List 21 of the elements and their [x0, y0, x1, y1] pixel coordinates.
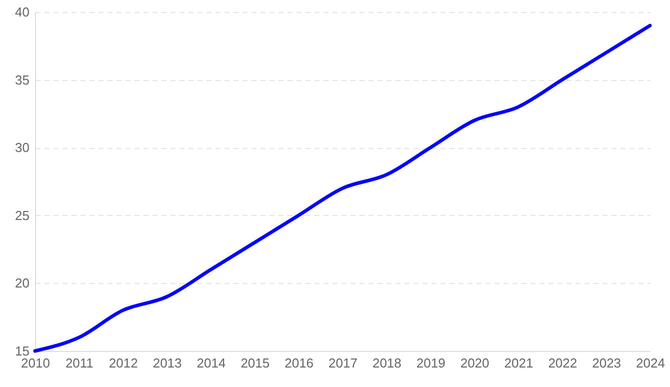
x-tick-label: 2021 — [504, 356, 534, 370]
x-tick-label: 2020 — [460, 356, 490, 370]
x-tick-label: 2013 — [152, 356, 182, 370]
y-tick-label: 40 — [15, 4, 30, 20]
x-tick-label: 2015 — [240, 356, 270, 370]
x-tick-label: 2014 — [196, 356, 226, 370]
x-tick-label: 2019 — [416, 356, 446, 370]
x-tick-label: 2012 — [108, 356, 138, 370]
y-tick-label: 35 — [15, 72, 30, 88]
x-tick-label: 2024 — [636, 356, 665, 370]
x-tick-label: 2010 — [21, 356, 50, 370]
x-tick-label: 2016 — [284, 356, 314, 370]
y-tick-label: 15 — [15, 344, 30, 358]
x-tick-label: 2017 — [328, 356, 358, 370]
x-tick-label: 2023 — [592, 356, 622, 370]
y-tick-label: 25 — [15, 208, 30, 223]
x-tick-label: 2018 — [372, 356, 402, 370]
x-tick-label: 2011 — [65, 356, 94, 370]
y-tick-label: 20 — [15, 276, 30, 291]
x-tick-label: 2022 — [548, 356, 578, 370]
y-tick-label: 30 — [15, 140, 30, 156]
